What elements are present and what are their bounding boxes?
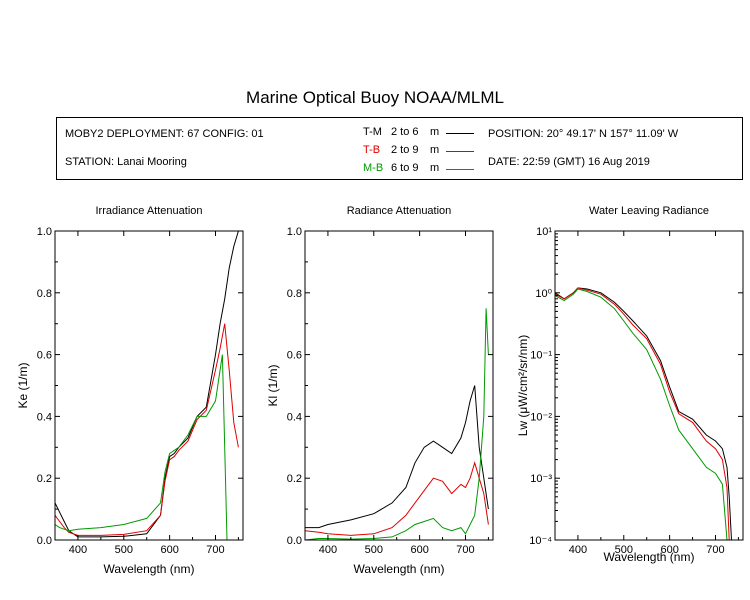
series-line-t-m	[555, 287, 732, 540]
y-tick-label: 0.0	[37, 535, 52, 547]
legend-range-tm: 2 to 6	[391, 126, 419, 138]
x-tick-label: 400	[319, 544, 337, 556]
y-tick-label: 1.0	[37, 226, 52, 238]
legend-code-tb: T-B	[363, 144, 381, 156]
panel-title-irradiance: Irradiance Attenuation	[95, 205, 203, 217]
series-line-t-m	[305, 385, 489, 529]
plot-frame	[304, 230, 494, 541]
x-axis-label: Wavelength (nm)	[104, 562, 195, 576]
x-tick-label: 600	[410, 544, 428, 556]
y-tick-label: 0.2	[37, 473, 52, 485]
y-tick-label: 1.0	[287, 226, 302, 238]
plot-frame	[554, 230, 744, 541]
legend-unit-mb: m	[430, 162, 440, 174]
series-line-t-m	[55, 231, 239, 538]
y-tick-label: 0.8	[287, 288, 302, 300]
series-line-m-b	[55, 354, 228, 540]
y-tick-label: 0.8	[37, 288, 52, 300]
position-text: POSITION: 20° 49.17' N 157° 11.09' W	[488, 128, 679, 140]
x-tick-label: 400	[69, 544, 87, 556]
legend-unit-tm: m	[430, 126, 440, 138]
panel-title-water-leaving: Water Leaving Radiance	[588, 205, 710, 217]
deployment-text: MOBY2 DEPLOYMENT: 67 CONFIG: 01	[65, 128, 264, 140]
y-axis-label: Ke (1/m)	[16, 362, 30, 408]
x-axis-label: Wavelength (nm)	[354, 562, 445, 576]
y-tick-label: 0.0	[287, 535, 302, 547]
station-text: STATION: Lanai Mooring	[65, 156, 187, 168]
y-tick-label: 10¹	[536, 226, 552, 238]
page-title: Marine Optical Buoy NOAA/MLML	[246, 88, 504, 107]
legend-range-mb: 6 to 9	[391, 162, 419, 174]
legend-line-mb	[446, 169, 474, 170]
y-tick-label: 0.4	[287, 411, 302, 423]
x-tick-label: 500	[365, 544, 383, 556]
y-tick-label: 10⁰	[535, 288, 552, 300]
legend-unit-tb: m	[430, 144, 440, 156]
y-axis-label: Lw (μW/cm²/sr/nm)	[516, 335, 530, 437]
series-line-t-b	[555, 287, 730, 540]
y-tick-label: 0.6	[287, 350, 302, 362]
panel-title-radiance: Radiance Attenuation	[346, 205, 452, 217]
y-tick-label: 0.4	[37, 411, 52, 423]
y-axis-label: Kl (1/m)	[266, 364, 280, 406]
chart-water-leaving-radiance: 400 500 600 700 10⁻⁴ 10⁻³ 10⁻² 10⁻¹ 10⁰ 10¹ Wavele…	[516, 226, 744, 564]
x-tick-label: 500	[615, 544, 633, 556]
y-tick-label: 0.2	[287, 473, 302, 485]
y-tick-label: 0.6	[37, 350, 52, 362]
legend-line-tb	[446, 151, 474, 152]
legend-range-tb: 2 to 9	[391, 144, 419, 156]
date-text: DATE: 22:59 (GMT) 16 Aug 2019	[488, 156, 650, 168]
y-tick-label: 10⁻¹	[530, 350, 552, 362]
x-tick-label: 400	[569, 544, 587, 556]
legend-code-mb: M-B	[363, 162, 384, 174]
x-tick-label: 700	[206, 544, 224, 556]
series-line-t-b	[55, 323, 239, 536]
y-tick-label: 10⁻⁴	[529, 535, 552, 547]
series-line-m-b	[555, 288, 728, 540]
legend-code-tm: T-M	[363, 126, 382, 138]
chart-radiance-attenuation: 400 500 600 700 0.0 0.2 0.4 0.6 0.8 1.0 Wavelength…	[266, 226, 494, 576]
x-tick-label: 600	[660, 544, 678, 556]
x-tick-label: 700	[456, 544, 474, 556]
series-line-m-b	[305, 308, 489, 540]
chart-irradiance-attenuation: 400 500 600 700 0.0 0.2 0.4 0.6 0.8 1.0 Wavelength…	[16, 226, 244, 576]
y-tick-label: 10⁻³	[530, 473, 552, 485]
info-box: MOBY2 DEPLOYMENT: 67 CONFIG: 01 STATION:…	[56, 117, 743, 180]
x-tick-label: 700	[706, 544, 724, 556]
series-line-t-b	[305, 461, 489, 536]
x-axis-label: Wavelength (nm)	[604, 550, 695, 564]
legend-line-tm	[446, 133, 474, 134]
plot-frame	[54, 230, 244, 541]
x-tick-label: 600	[160, 544, 178, 556]
x-tick-label: 500	[115, 544, 133, 556]
y-tick-label: 10⁻²	[530, 411, 552, 423]
